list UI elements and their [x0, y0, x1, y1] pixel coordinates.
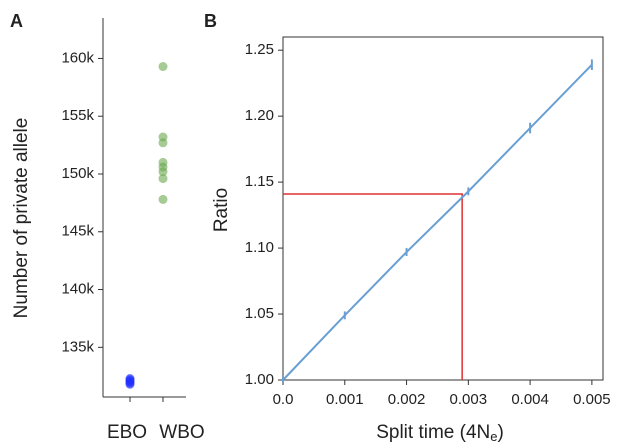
- x-tick-label: 0.003: [450, 391, 488, 408]
- y-tick-label: 1.05: [245, 305, 274, 322]
- point: [158, 194, 168, 204]
- x-axis-label-sub: e: [490, 429, 497, 444]
- y-tick-label: 1.00: [245, 371, 274, 388]
- x-tick-label: 0.004: [511, 391, 549, 408]
- point: [158, 174, 168, 184]
- y-tick-label: 155k: [61, 107, 94, 124]
- y-tick-label: 140k: [61, 281, 94, 298]
- y-tick-label: 150k: [61, 165, 94, 182]
- point: [158, 138, 168, 148]
- x-tick-label: 0.0: [273, 391, 294, 408]
- y-tick-label: 1.15: [245, 173, 274, 190]
- y-tick-label: 1.20: [245, 107, 274, 124]
- panel-label: B: [204, 11, 217, 31]
- x-axis-label-text: Split time (4N: [376, 422, 490, 443]
- x-tick-label: 0.005: [573, 391, 611, 408]
- point: [158, 62, 168, 72]
- panel-label: A: [10, 11, 23, 31]
- y-tick-label: 160k: [61, 49, 94, 66]
- line: [282, 64, 593, 381]
- y-axis-label: Ratio: [211, 188, 232, 232]
- x-tick-label: WBO: [159, 422, 204, 443]
- y-tick-label: 1.10: [245, 239, 274, 256]
- point: [158, 167, 168, 177]
- x-tick-label: 0.002: [388, 391, 426, 408]
- x-axis-label-end: ): [497, 422, 503, 443]
- x-tick-label: 0.001: [326, 391, 364, 408]
- x-tick-label: EBO: [107, 422, 147, 443]
- y-axis-label: Number of private allele: [11, 118, 32, 319]
- y-tick-label: 135k: [61, 338, 94, 355]
- y-tick-label: 1.25: [245, 41, 274, 58]
- y-tick-label: 145k: [61, 223, 94, 240]
- plot-frame: [282, 36, 604, 381]
- x-axis-label: Split time (4Ne): [376, 422, 504, 444]
- point: [125, 379, 135, 389]
- reference-line: [283, 193, 463, 380]
